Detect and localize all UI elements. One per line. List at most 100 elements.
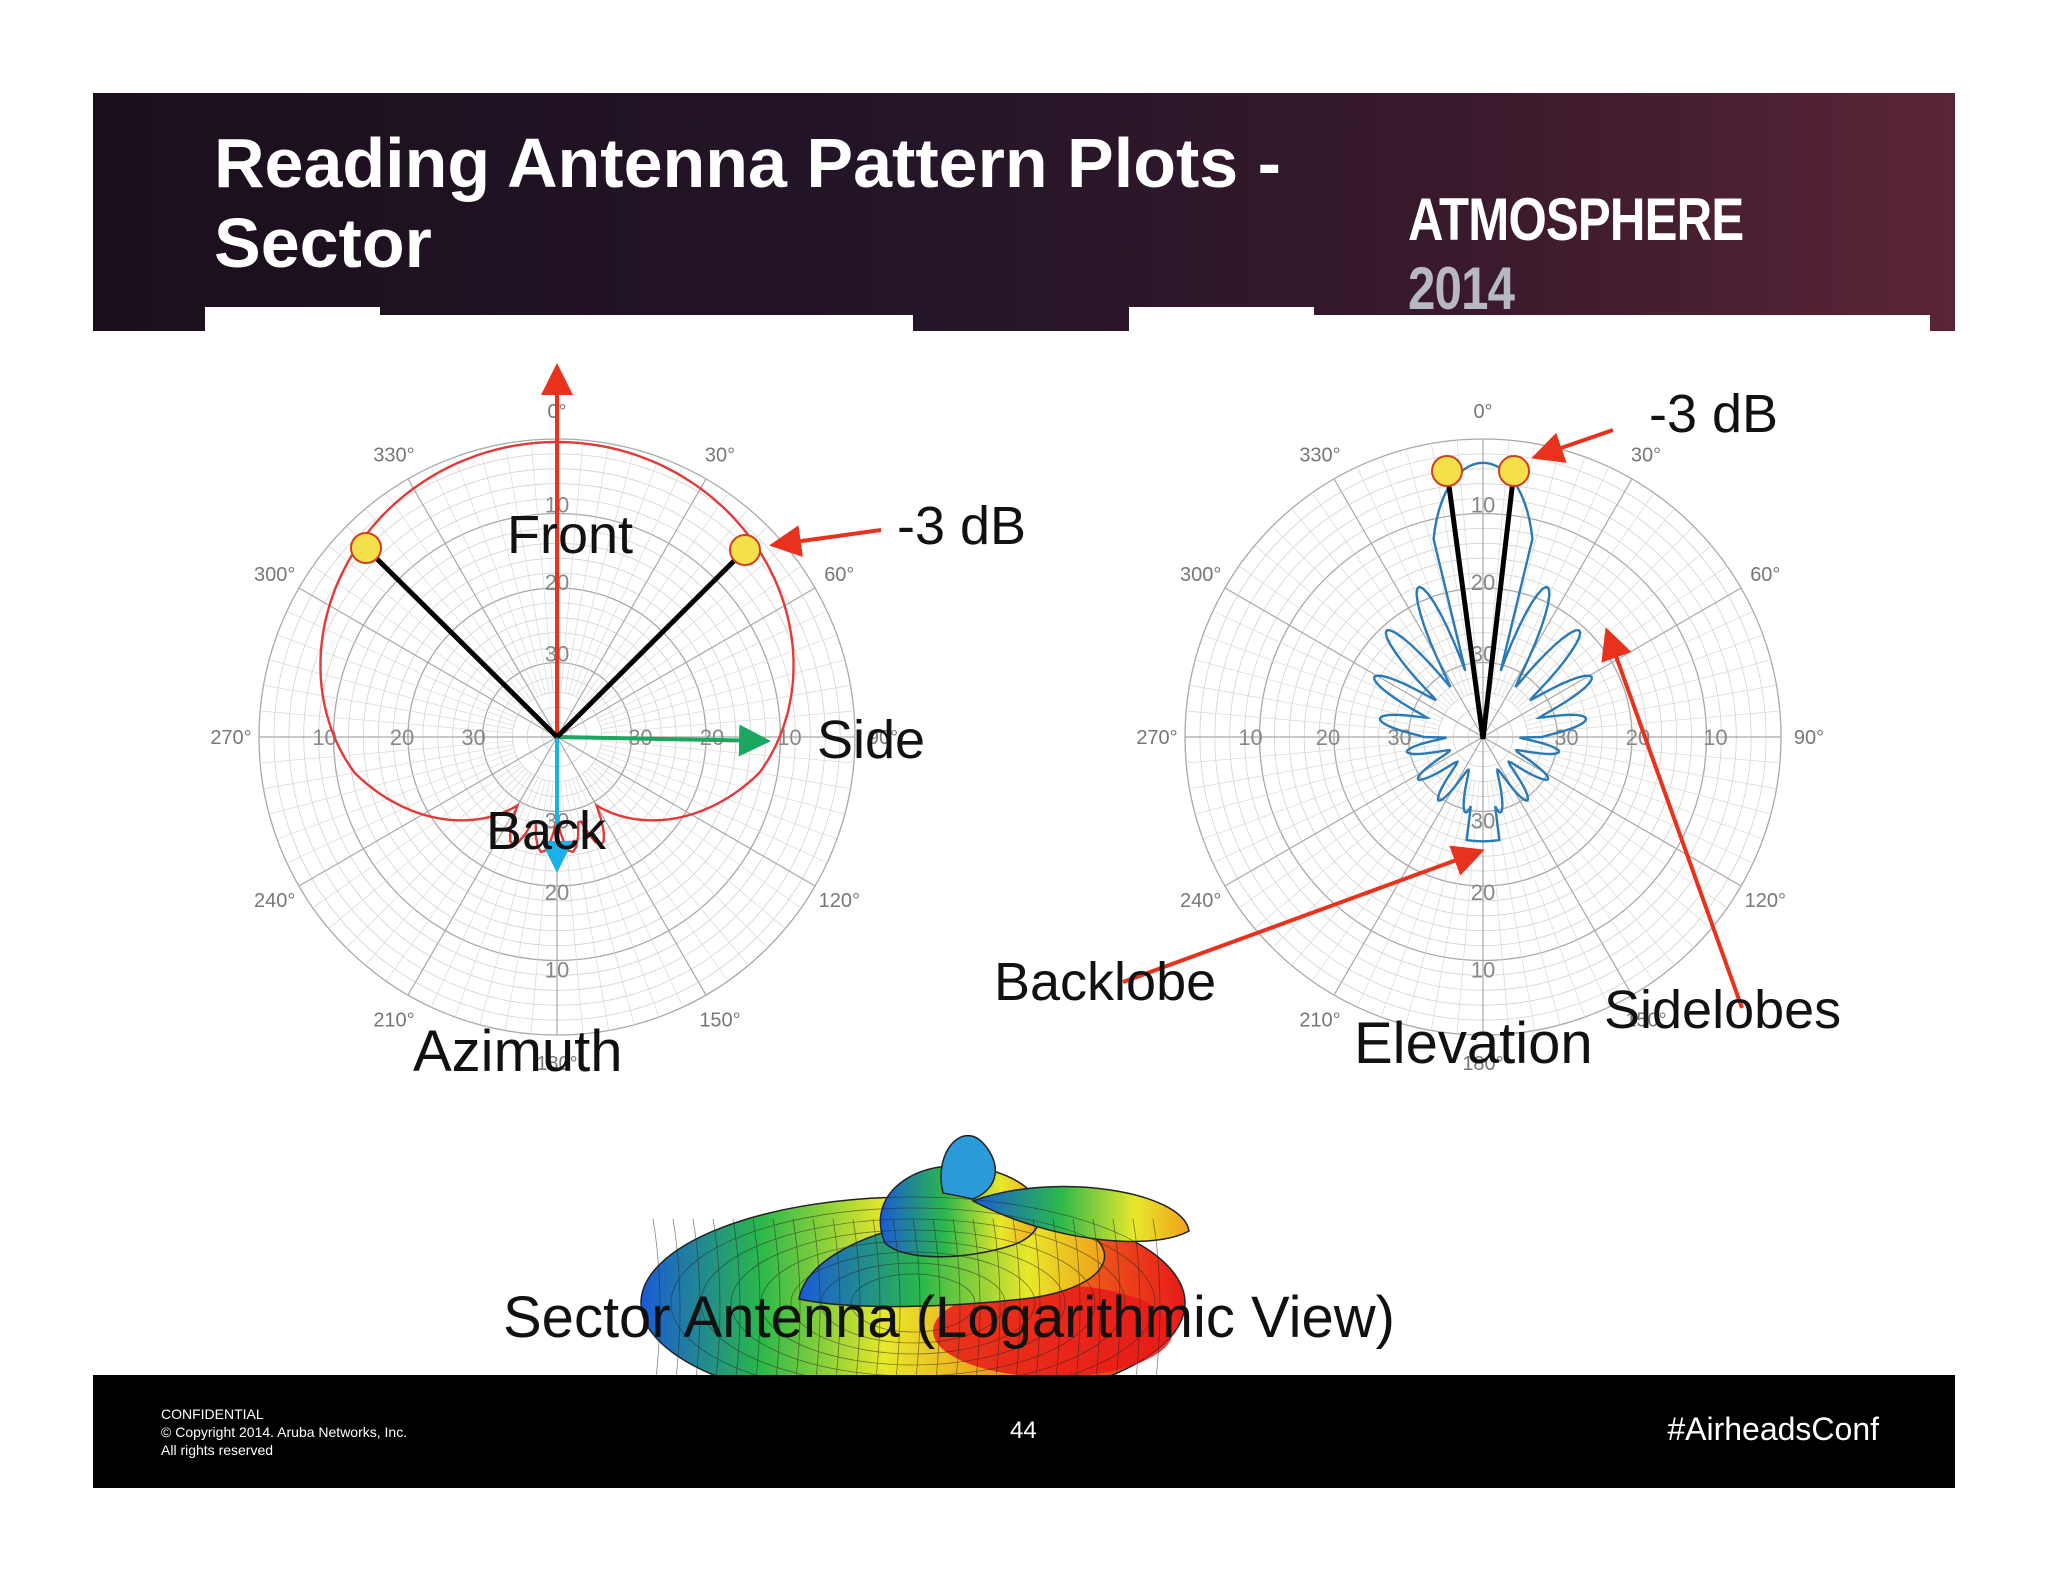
polar-spoke	[560, 781, 584, 1034]
angle-tick-label: 240°	[1180, 890, 1221, 912]
slide-title: Reading Antenna Pattern Plots - Sector	[214, 123, 1374, 283]
polar-spoke	[407, 478, 558, 738]
polar-spoke	[365, 771, 529, 966]
polar-spoke	[260, 740, 513, 764]
el-beam-edge-right	[1480, 470, 1517, 740]
page-number: 44	[1010, 1417, 1037, 1444]
polar-spoke	[560, 440, 584, 693]
polar-spoke	[454, 778, 543, 1018]
polar-spoke	[591, 545, 786, 709]
polar-spoke	[1380, 778, 1469, 1018]
angle-tick-label: 90°	[868, 727, 898, 749]
backlobe-label: Backlobe	[994, 952, 1216, 1012]
polar-spoke	[1456, 440, 1480, 693]
polar-spoke	[1482, 736, 1742, 887]
polar-spoke	[1272, 768, 1452, 948]
elevation-angle-labels: 0° 30° 60° 90° 120° 150° 180° 210° 240° 270° 300° 3…	[1136, 401, 1824, 1075]
el-minus3db-pointer	[1531, 428, 1614, 463]
polar-spoke	[1291, 771, 1455, 966]
confidential-text: CONFIDENTIAL	[161, 1406, 264, 1422]
polar-spoke	[269, 659, 514, 726]
azimuth-caption: Azimuth	[413, 1019, 623, 1084]
ring-tick-label: 10	[777, 725, 801, 750]
ring-tick-label: 20	[1471, 880, 1495, 905]
az-minus3db-pointer	[769, 525, 882, 557]
polar-spoke	[1526, 744, 1777, 790]
polar-spoke	[1212, 610, 1443, 719]
polar-spoke	[1202, 634, 1442, 723]
backlobe-pointer	[1122, 845, 1485, 984]
polar-spoke	[328, 545, 523, 709]
az-beam-edge-right	[555, 548, 747, 739]
polar-spoke	[1524, 751, 1764, 840]
polar-spoke	[1380, 456, 1469, 696]
polar-spoke	[504, 780, 550, 1031]
polar-spoke	[286, 610, 517, 719]
polar-spoke	[263, 744, 514, 790]
polar-spoke	[1291, 508, 1455, 703]
polar-spoke	[407, 736, 558, 996]
az-minus3db-marker-right	[729, 534, 761, 566]
ring-tick-label: 30	[461, 725, 485, 750]
polar-spoke	[1511, 508, 1675, 703]
slide: Reading Antenna Pattern Plots - Sector A…	[93, 93, 1955, 1488]
polar-spoke	[1224, 736, 1484, 887]
polar-spoke	[1517, 765, 1712, 929]
side-label: Side	[817, 710, 925, 770]
copyright-text: © Copyright 2014. Aruba Networks, Inc.	[161, 1424, 408, 1440]
angle-tick-label: 330°	[373, 445, 414, 467]
polar-spoke	[530, 781, 554, 1034]
angle-tick-label: 300°	[1180, 564, 1221, 586]
polar-spoke	[312, 762, 521, 909]
polar-spoke	[571, 456, 660, 696]
polar-spoke	[430, 777, 539, 1008]
polar-spoke	[1430, 443, 1476, 694]
polar-spoke	[1224, 587, 1484, 738]
angle-tick-label: 30°	[705, 445, 735, 467]
polar-spoke	[1526, 748, 1771, 815]
polar-spoke	[1254, 545, 1449, 709]
polar-spoke	[556, 736, 707, 996]
angle-tick-label: 120°	[819, 890, 860, 912]
brand-logo: ATMOSPHERE 2014	[1408, 185, 1857, 323]
ring-tick-label: 30	[1471, 808, 1495, 833]
polar-spoke	[263, 684, 514, 730]
polar-spoke	[385, 773, 532, 982]
polar-spoke	[276, 634, 516, 723]
ring-tick-label: 10	[1703, 725, 1727, 750]
polar-spoke	[298, 587, 558, 738]
sidelobes-label: Sidelobes	[1604, 980, 1841, 1040]
slide-footer: CONFIDENTIAL © Copyright 2014. Aruba Net…	[93, 1375, 1955, 1488]
sidelobes-pointer	[1601, 627, 1744, 1009]
polar-spoke	[1501, 777, 1610, 1008]
polar-spoke	[1456, 781, 1480, 1034]
polar-spoke	[530, 440, 554, 693]
polar-spoke	[1356, 466, 1465, 697]
polar-spoke	[260, 710, 513, 734]
polar-spoke	[556, 587, 816, 738]
polar-spoke	[1508, 773, 1655, 982]
brand-word: ATMOSPHERE	[1408, 186, 1744, 253]
back-label: Back	[486, 801, 607, 861]
polar-spoke	[585, 771, 749, 966]
elevation-pattern-curve	[1373, 461, 1593, 843]
polar-spoke	[298, 736, 558, 887]
polar-spoke	[328, 765, 523, 929]
polar-spoke	[312, 565, 521, 712]
angle-tick-label: 300°	[254, 564, 295, 586]
ring-tick-label: 20	[390, 725, 414, 750]
ring-tick-label: 20	[545, 880, 569, 905]
az-beam-edge-left	[364, 546, 559, 739]
front-label: Front	[507, 505, 633, 565]
ring-tick-label: 20	[1316, 725, 1340, 750]
title-line-2: Sector	[214, 204, 432, 282]
polar-spoke	[1272, 526, 1452, 706]
title-line-1: Reading Antenna Pattern Plots -	[214, 124, 1281, 202]
polar-spoke	[598, 751, 838, 840]
elevation-polar-grid	[1184, 438, 1782, 1036]
polar-spoke	[1514, 768, 1694, 948]
angle-tick-label: 270°	[210, 727, 251, 749]
polar-spoke	[1186, 740, 1439, 764]
polar-spoke	[504, 443, 550, 694]
polar-spoke	[571, 778, 660, 1018]
